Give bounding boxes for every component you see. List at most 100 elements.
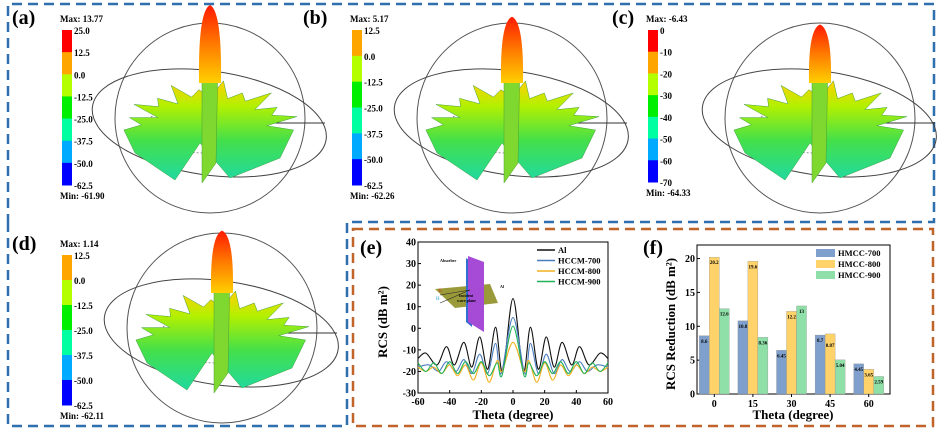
colorbar-tick: -70 — [660, 178, 672, 188]
colorbar-tick: -12.5 — [364, 78, 383, 88]
y-tick-label: -20 — [403, 367, 416, 378]
radiation-pattern-panel: (c) Max: -6.43 Min: -64.33 0 -10 -20 -30 -40 -50… — [612, 7, 937, 214]
colorbar-segment — [62, 255, 72, 281]
colorbar-tick: 0.0 — [74, 276, 86, 286]
y-tick-label: 40 — [406, 238, 416, 249]
colorbar-segment — [648, 30, 658, 53]
sphere-outline — [724, 22, 916, 214]
legend-swatch — [816, 249, 835, 257]
colorbar-segment — [648, 138, 658, 161]
y-tick-label: 5 — [690, 356, 695, 367]
bar-hmcc-700 — [737, 320, 749, 395]
colorbar-segment — [62, 380, 72, 406]
series-line-al — [417, 297, 609, 372]
colorbar-tick: -40 — [660, 113, 672, 123]
colorbar-tick: -62.5 — [364, 181, 383, 191]
max-value: Max: 1.14 — [60, 239, 99, 249]
colorbar-tick: -50.0 — [74, 376, 93, 386]
colorbar-segment — [352, 107, 362, 134]
colorbar-tick: 12.5 — [364, 26, 380, 36]
incident-ray — [439, 289, 471, 296]
x-tick-label: -40 — [443, 397, 456, 408]
colorbar-segment — [62, 30, 72, 53]
min-value: Min: -61.90 — [60, 191, 105, 201]
colorbar-segment — [648, 160, 658, 183]
x-tick-label: 40 — [571, 397, 581, 408]
inset-plane-label: Incident — [459, 293, 474, 298]
main-lobe-peak — [210, 230, 234, 293]
bar-hmcc-800 — [824, 333, 836, 395]
colorbar-segment — [62, 305, 72, 331]
colorbar-tick: -30 — [660, 91, 672, 101]
legend-swatch — [816, 271, 835, 279]
colorbar-segment — [62, 74, 72, 97]
x-axis-title: Theta (degree) — [753, 407, 834, 422]
bar-hmcc-800 — [747, 261, 759, 395]
bar-value-label: 8.7 — [817, 339, 824, 344]
bar-hmcc-900 — [757, 337, 769, 395]
absorber-plate — [468, 256, 484, 332]
radiation-pattern-panel: (b) Max: 5.17 Min: -62.26 12.5 0.0 -12.5 -25.0… — [303, 7, 629, 214]
bar-hmcc-900 — [834, 359, 846, 395]
bar-value-label: 8.6 — [701, 340, 708, 345]
colorbar-tick: 0.0 — [364, 52, 376, 62]
colorbar-segment — [62, 96, 72, 120]
colorbar-tick: -12.5 — [74, 92, 93, 102]
bar-hmcc-800 — [709, 257, 720, 395]
reflected-ray — [439, 289, 471, 304]
max-value: Max: -6.43 — [646, 14, 688, 24]
x-tick-label: 30 — [787, 399, 797, 410]
colorbar-segment — [62, 140, 72, 164]
inset-e-label: E — [439, 289, 442, 294]
inset-absorber-label: Absorber — [440, 258, 456, 263]
colorbar-segment — [352, 55, 362, 83]
colorbar-tick: -10 — [660, 48, 672, 58]
colorbar-tick: -62.5 — [74, 181, 93, 191]
max-value: Max: 5.17 — [350, 14, 389, 24]
main-lobe-peak — [808, 24, 832, 83]
legend-label: HCCM-800 — [558, 266, 601, 276]
y-tick-label: 10 — [406, 302, 416, 313]
colorbar-segment — [648, 51, 658, 74]
colorbar-tick: -25.0 — [74, 115, 93, 125]
panel-e: (e) -60 -40 -20 0 20 40 60 40 30 20 10 0 -10 -20 -30 The… — [360, 237, 613, 422]
colorbar-segment — [352, 159, 362, 186]
legend-label: HMCC-800 — [838, 259, 881, 269]
colorbar-tick: 12.5 — [74, 48, 90, 58]
bar-value-label: 13 — [799, 310, 805, 315]
legend-label: Al — [558, 245, 567, 255]
colorbar-tick: -50.0 — [364, 155, 383, 165]
panel-f: (f) 0 5 10 15 20 0 8.6 20.2 12.6 15 10.8 19.6 8.36 30 6… — [643, 237, 891, 422]
panel-label: (c) — [612, 7, 634, 29]
x-tick-label: 20 — [540, 397, 550, 408]
legend-label: HCCM-900 — [558, 277, 601, 287]
panel-label: (f) — [643, 237, 663, 259]
legend-swatch — [816, 260, 835, 268]
panel-label: (d) — [12, 233, 36, 255]
bar-hmcc-900 — [796, 305, 807, 395]
main-lobe-peak — [198, 5, 222, 83]
colorbar-segment — [648, 73, 658, 96]
y-tick-label: 15 — [685, 288, 695, 299]
colorbar-segment — [62, 355, 72, 381]
colorbar-tick: 12.5 — [74, 251, 90, 261]
main-lobe-peak — [500, 16, 524, 84]
colorbar-tick: -60 — [660, 156, 672, 166]
colorbar-tick: -62.5 — [74, 401, 93, 411]
x-tick-label: 0 — [511, 397, 516, 408]
colorbar-segment — [352, 30, 362, 57]
top-frame — [6, 2, 936, 428]
colorbar-tick: -12.5 — [74, 301, 93, 311]
min-value: Min: -62.26 — [350, 191, 395, 201]
bar-value-label: 8.36 — [759, 341, 768, 346]
legend-label: HCCM-700 — [558, 256, 601, 266]
panel-label: (b) — [303, 7, 327, 29]
radiation-pattern-panel: (d) Max: 1.14 Min: -62.11 12.5 0.0 -12.5 -25.0… — [12, 230, 339, 424]
panel-label: (a) — [12, 7, 35, 29]
radiation-pattern-panel: (a) Max: 13.77 Min: -61.90 25.0 12.5 0.0 -12.5… — [12, 5, 327, 214]
x-tick-label: -60 — [411, 397, 424, 408]
colorbar-segment — [352, 81, 362, 108]
colorbar-segment — [648, 116, 658, 140]
bar-value-label: 12.6 — [720, 313, 729, 318]
colorbar-segment — [62, 118, 72, 142]
